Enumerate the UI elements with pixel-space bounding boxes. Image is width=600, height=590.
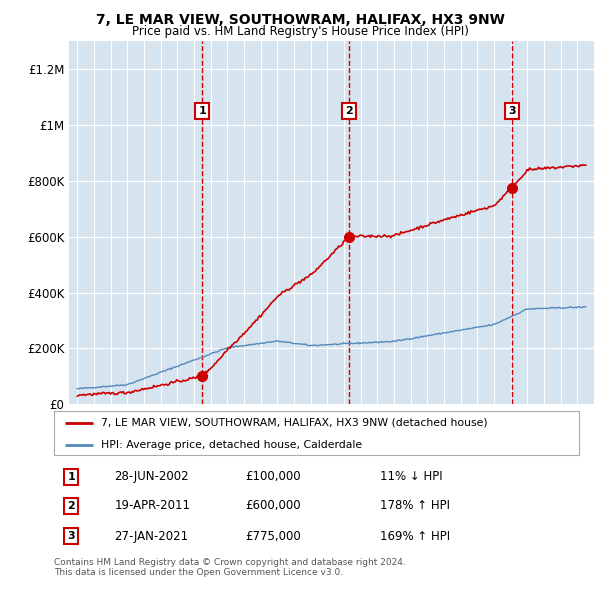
- Text: £600,000: £600,000: [245, 499, 301, 513]
- FancyBboxPatch shape: [54, 411, 579, 455]
- Text: 19-APR-2011: 19-APR-2011: [115, 499, 190, 513]
- Text: HPI: Average price, detached house, Calderdale: HPI: Average price, detached house, Cald…: [101, 440, 362, 450]
- Text: 3: 3: [68, 531, 75, 541]
- Text: Contains HM Land Registry data © Crown copyright and database right 2024.
This d: Contains HM Land Registry data © Crown c…: [54, 558, 406, 577]
- Text: 169% ↑ HPI: 169% ↑ HPI: [380, 530, 449, 543]
- Text: Price paid vs. HM Land Registry's House Price Index (HPI): Price paid vs. HM Land Registry's House …: [131, 25, 469, 38]
- Text: 11% ↓ HPI: 11% ↓ HPI: [380, 470, 442, 483]
- Text: 178% ↑ HPI: 178% ↑ HPI: [380, 499, 449, 513]
- Text: 2: 2: [345, 106, 353, 116]
- Text: 27-JAN-2021: 27-JAN-2021: [115, 530, 188, 543]
- Text: 3: 3: [508, 106, 515, 116]
- Text: £775,000: £775,000: [245, 530, 301, 543]
- Text: 1: 1: [67, 471, 75, 481]
- Text: 28-JUN-2002: 28-JUN-2002: [115, 470, 189, 483]
- Text: 1: 1: [198, 106, 206, 116]
- Text: 7, LE MAR VIEW, SOUTHOWRAM, HALIFAX, HX3 9NW (detached house): 7, LE MAR VIEW, SOUTHOWRAM, HALIFAX, HX3…: [101, 418, 488, 428]
- Text: 7, LE MAR VIEW, SOUTHOWRAM, HALIFAX, HX3 9NW: 7, LE MAR VIEW, SOUTHOWRAM, HALIFAX, HX3…: [95, 13, 505, 27]
- Text: 2: 2: [67, 501, 75, 511]
- Text: £100,000: £100,000: [245, 470, 301, 483]
